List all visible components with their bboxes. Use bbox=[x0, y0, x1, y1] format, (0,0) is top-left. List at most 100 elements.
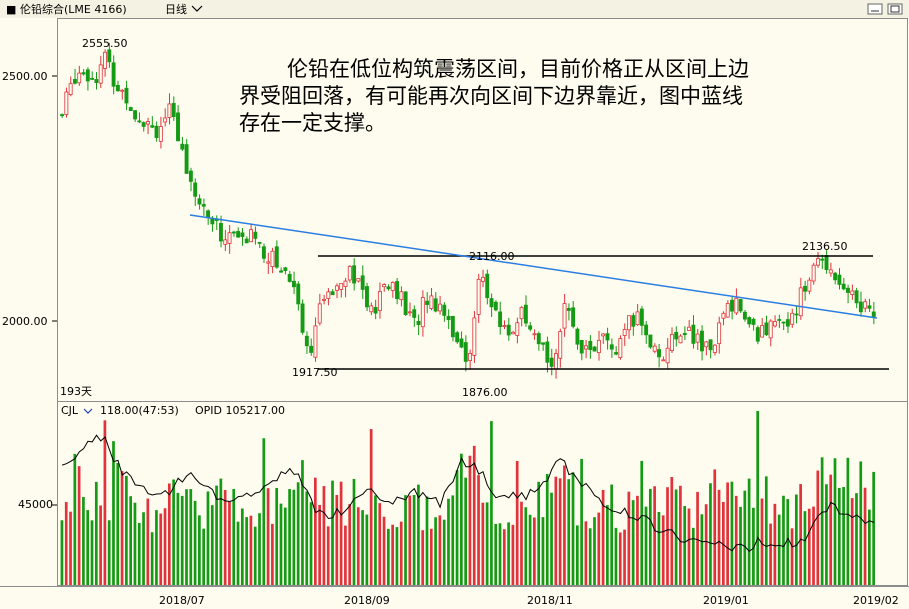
candle-down bbox=[141, 122, 146, 127]
volume-bar bbox=[601, 489, 605, 585]
volume-bar bbox=[176, 492, 180, 585]
volume-bar bbox=[687, 508, 691, 585]
volume-bar bbox=[137, 522, 141, 585]
candle-down bbox=[274, 246, 279, 268]
chevron-down-icon[interactable] bbox=[191, 5, 203, 12]
volume-bar bbox=[133, 502, 137, 585]
volume-bar bbox=[378, 503, 382, 585]
volume-bar bbox=[275, 487, 279, 585]
volume-bar bbox=[567, 479, 571, 585]
candle-up bbox=[343, 280, 348, 288]
candle-down bbox=[803, 285, 807, 292]
candle-down bbox=[738, 298, 743, 312]
volume-bar bbox=[485, 502, 489, 585]
candle-down bbox=[352, 265, 357, 284]
volume-bar bbox=[318, 504, 321, 585]
chevron-down-icon[interactable] bbox=[83, 408, 93, 414]
candle-down bbox=[85, 69, 90, 82]
candle-up bbox=[678, 335, 683, 344]
minimize-icon[interactable] bbox=[867, 3, 883, 15]
candle-up bbox=[669, 333, 674, 352]
candle-down bbox=[115, 85, 120, 92]
candle-down bbox=[133, 110, 138, 120]
period-selector[interactable]: 日线 bbox=[165, 2, 187, 16]
candle-up bbox=[480, 276, 485, 282]
candle-down bbox=[300, 303, 305, 333]
candle-up bbox=[828, 269, 833, 274]
volume-bar bbox=[395, 527, 399, 585]
candle-up bbox=[420, 297, 425, 328]
candle-up bbox=[468, 352, 472, 362]
candle-down bbox=[287, 273, 292, 282]
volume-bar bbox=[537, 481, 541, 585]
commentary-line: 界受阻回落，有可能再次向区间下边界靠近，图中蓝线 bbox=[239, 84, 743, 108]
volume-bar bbox=[451, 495, 455, 585]
volume-bar bbox=[103, 420, 107, 585]
candle-down bbox=[846, 287, 850, 293]
indicator-selector[interactable]: CJL bbox=[61, 404, 79, 417]
opid-line bbox=[61, 434, 875, 552]
volume-bar bbox=[361, 510, 364, 585]
candle-down bbox=[244, 238, 249, 244]
candle-down bbox=[197, 198, 202, 205]
high-annotation: 2116.00 bbox=[469, 250, 515, 263]
candle-down bbox=[296, 283, 301, 305]
volume-bar bbox=[460, 453, 463, 585]
high-annotation: 2136.50 bbox=[802, 240, 848, 253]
candle-down bbox=[309, 345, 314, 353]
volume-bar bbox=[442, 519, 446, 585]
day-count-label: 193天 bbox=[60, 385, 92, 398]
candle-down bbox=[858, 301, 863, 313]
volume-bar bbox=[872, 471, 875, 585]
volume-bar bbox=[606, 505, 609, 585]
volume-bar bbox=[189, 489, 193, 585]
volume-bar bbox=[661, 515, 665, 585]
volume-bar bbox=[636, 495, 639, 585]
volume-bar bbox=[344, 525, 347, 585]
candle-down bbox=[128, 107, 133, 111]
candle-down bbox=[304, 335, 309, 347]
candle-up bbox=[502, 325, 507, 328]
volume-bar bbox=[292, 489, 296, 585]
candle-up bbox=[326, 291, 331, 299]
volume-bar bbox=[713, 469, 717, 585]
volume-bar bbox=[408, 495, 412, 585]
candle-down bbox=[171, 103, 176, 118]
volume-bar bbox=[146, 498, 150, 585]
candle-up bbox=[120, 89, 125, 92]
candle-up bbox=[652, 345, 657, 352]
candle-down bbox=[236, 231, 241, 238]
candle-down bbox=[536, 333, 541, 345]
volume-bar bbox=[498, 523, 502, 585]
candle-down bbox=[867, 305, 872, 309]
volume-bar bbox=[855, 493, 858, 585]
candle-down bbox=[644, 324, 649, 336]
volume-bar bbox=[271, 523, 274, 585]
volume-bar bbox=[387, 528, 390, 585]
candle-up bbox=[347, 265, 352, 281]
volume-bar bbox=[219, 478, 223, 585]
candle-down bbox=[90, 77, 95, 80]
candle-down bbox=[111, 62, 116, 87]
low-annotation: 1876.00 bbox=[462, 386, 508, 399]
volume-bar bbox=[73, 453, 77, 585]
candle-up bbox=[515, 322, 520, 336]
candle-down bbox=[193, 182, 198, 197]
volume-bar bbox=[588, 528, 592, 585]
volume-bar bbox=[129, 496, 133, 585]
volume-bar bbox=[64, 502, 68, 585]
volume-bar bbox=[335, 495, 339, 585]
volume-bar bbox=[807, 508, 811, 585]
restore-icon[interactable] bbox=[887, 3, 903, 15]
candle-down bbox=[330, 291, 335, 296]
volume-bar bbox=[820, 457, 824, 585]
volume-bar bbox=[438, 515, 442, 585]
candle-down bbox=[579, 339, 584, 354]
volume-bar bbox=[116, 462, 120, 585]
candle-up bbox=[429, 295, 434, 309]
candle-up bbox=[472, 317, 477, 356]
candle-down bbox=[794, 313, 799, 316]
candle-down bbox=[210, 218, 215, 225]
volume-bar bbox=[494, 523, 498, 585]
volume-bar bbox=[232, 488, 236, 585]
